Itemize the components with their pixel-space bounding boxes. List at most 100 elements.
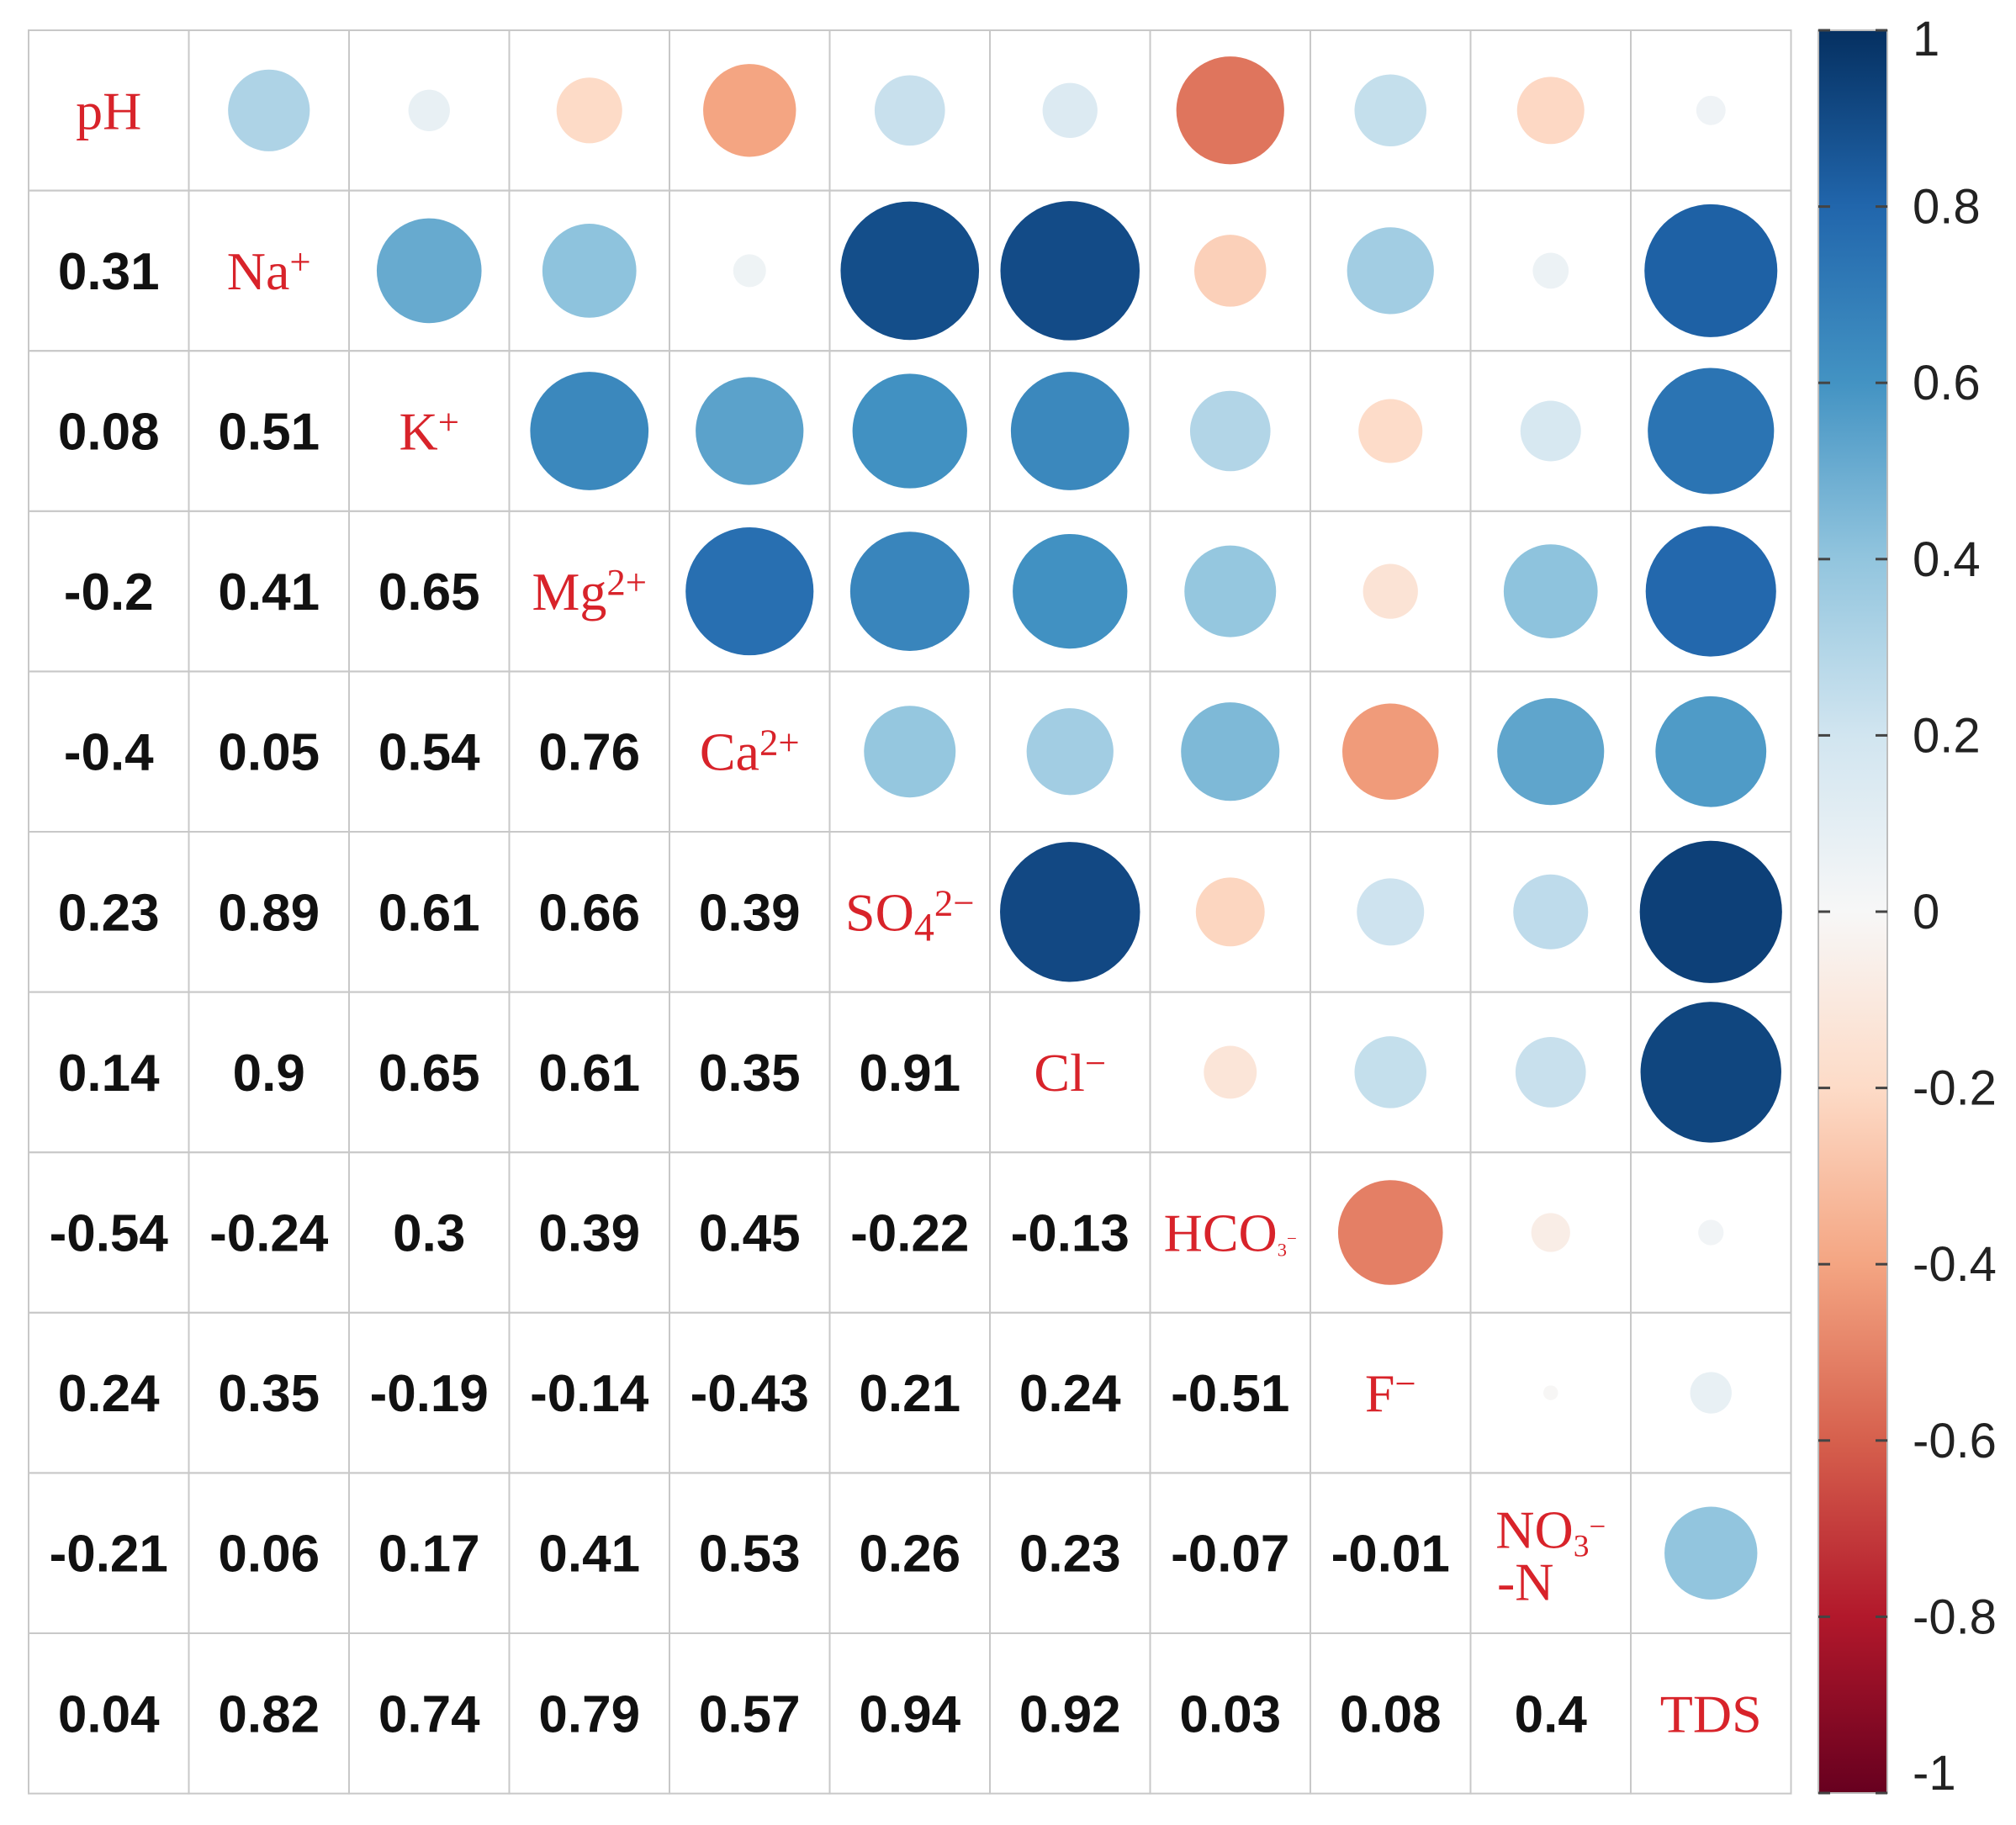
correlation-value: 0.57 xyxy=(699,1685,801,1743)
colorbar-tick-label: -1 xyxy=(1913,1746,1956,1801)
correlation-value: -0.21 xyxy=(50,1526,168,1584)
correlation-circle xyxy=(1337,1180,1443,1285)
correlation-value: 0.76 xyxy=(538,724,640,782)
colorbar-tick-label: 0.8 xyxy=(1913,180,1981,235)
correlation-circle xyxy=(1184,545,1277,637)
variable-label: SO42− xyxy=(845,881,974,950)
correlation-circle xyxy=(1176,56,1284,165)
correlation-circle xyxy=(1204,1045,1257,1099)
correlation-value: -0.2 xyxy=(64,563,154,622)
correlation-circle xyxy=(1497,698,1605,806)
correlation-value: 0.91 xyxy=(859,1045,960,1103)
correlation-circle xyxy=(1516,77,1585,145)
variable-label: F− xyxy=(1365,1362,1416,1423)
variable-label: NO3− xyxy=(1495,1500,1606,1564)
correlation-value: -0.19 xyxy=(370,1365,489,1423)
correlation-circle xyxy=(1531,1213,1570,1252)
correlation-value: 0.74 xyxy=(378,1685,480,1743)
correlation-value: 0.23 xyxy=(1019,1526,1121,1584)
correlation-value: 0.39 xyxy=(699,884,801,942)
correlation-value: 0.17 xyxy=(378,1526,480,1584)
correlation-circle xyxy=(1013,533,1128,649)
correlation-circle xyxy=(874,75,945,146)
correlation-value: -0.07 xyxy=(1171,1526,1289,1584)
correlation-value: -0.01 xyxy=(1331,1526,1450,1584)
colorbar-tick-label: -0.8 xyxy=(1913,1590,1997,1644)
matrix-cell-border xyxy=(1630,1632,1792,1795)
correlation-circle xyxy=(1354,1036,1426,1108)
correlation-value: 0.26 xyxy=(859,1526,960,1584)
correlation-value: 0.61 xyxy=(538,1045,640,1103)
correlation-circle xyxy=(1513,874,1589,950)
correlation-circle xyxy=(1010,372,1130,490)
correlation-circle xyxy=(530,372,649,490)
correlation-circle xyxy=(1195,877,1265,947)
correlation-circle xyxy=(1640,1002,1781,1143)
correlation-circle xyxy=(864,706,956,798)
correlation-circle xyxy=(1543,1385,1558,1400)
correlation-circle xyxy=(1503,544,1598,638)
correlation-circle xyxy=(1000,842,1140,982)
variable-label: Mg2+ xyxy=(532,561,647,622)
correlation-value: -0.4 xyxy=(64,724,154,782)
correlation-value: 0.04 xyxy=(58,1685,160,1743)
correlation-circle xyxy=(1194,235,1267,307)
correlation-circle xyxy=(1358,399,1423,463)
correlation-value: 0.66 xyxy=(538,884,640,942)
colorbar-tick-label: 0.6 xyxy=(1913,356,1981,410)
correlation-circle xyxy=(1664,1506,1758,1600)
colorbar-tick-label: -0.2 xyxy=(1913,1061,1997,1116)
correlation-circle xyxy=(1347,227,1434,315)
correlation-circle xyxy=(696,377,804,485)
correlation-value: 0.53 xyxy=(699,1526,801,1584)
correlation-circle xyxy=(376,218,482,324)
correlation-circle xyxy=(1000,201,1140,341)
correlation-circle xyxy=(228,69,310,151)
correlation-circle xyxy=(703,64,796,157)
correlation-circle xyxy=(1696,95,1726,125)
correlation-value: 0.08 xyxy=(58,404,160,462)
correlation-value: 0.06 xyxy=(218,1526,320,1584)
correlation-circle xyxy=(1354,74,1426,147)
correlation-value: -0.14 xyxy=(530,1365,649,1423)
correlation-value: 0.82 xyxy=(218,1685,320,1743)
matrix-grid xyxy=(28,29,1792,1795)
correlation-circle xyxy=(1648,368,1775,495)
correlation-circle xyxy=(1520,400,1581,462)
correlation-value: 0.51 xyxy=(218,404,320,462)
correlation-value: -0.13 xyxy=(1011,1205,1130,1263)
correlation-circle xyxy=(1644,204,1778,337)
correlation-value: 0.9 xyxy=(233,1045,305,1103)
colorbar-tick-label: -0.4 xyxy=(1913,1237,1997,1292)
variable-label: Ca2+ xyxy=(700,722,800,782)
correlation-circle xyxy=(1042,82,1098,138)
variable-label: HCO3− xyxy=(1164,1203,1297,1263)
correlation-circle xyxy=(408,89,450,131)
correlation-value: 0.14 xyxy=(58,1045,160,1103)
correlation-value: 0.45 xyxy=(699,1205,801,1263)
colorbar-tick-label: 0.4 xyxy=(1913,532,1981,587)
correlation-value: 0.54 xyxy=(378,724,480,782)
correlation-circle xyxy=(556,77,622,144)
matrix-cells: pH 0.31 Na+ 0.08 0.51 K+ -0.2 0.41 0.65 Mg2+ -0.4 0… xyxy=(50,56,1782,1743)
colorbar-tick-label: 0 xyxy=(1913,885,1939,939)
variable-label: pH xyxy=(76,81,141,140)
correlation-value: -0.22 xyxy=(850,1205,969,1263)
correlation-value: 0.24 xyxy=(1019,1365,1121,1423)
variable-label: Na+ xyxy=(227,241,311,301)
correlation-value: 0.79 xyxy=(538,1685,640,1743)
correlation-value: -0.43 xyxy=(691,1365,809,1423)
correlation-circle xyxy=(1181,702,1280,801)
correlation-value: -0.51 xyxy=(1171,1365,1289,1423)
correlation-circle xyxy=(1026,708,1114,796)
correlation-value: 0.4 xyxy=(1515,1685,1588,1743)
correlation-circle xyxy=(542,224,637,318)
correlation-value: -0.24 xyxy=(209,1205,329,1263)
variable-label: TDS xyxy=(1660,1684,1762,1743)
correlation-value: 0.21 xyxy=(859,1365,960,1423)
correlation-circle xyxy=(1189,390,1271,472)
variable-label-line2: -N xyxy=(1497,1553,1554,1612)
correlation-circle xyxy=(1690,1372,1732,1414)
correlation-value: 0.92 xyxy=(1019,1685,1121,1743)
correlation-value: 0.35 xyxy=(699,1045,801,1103)
